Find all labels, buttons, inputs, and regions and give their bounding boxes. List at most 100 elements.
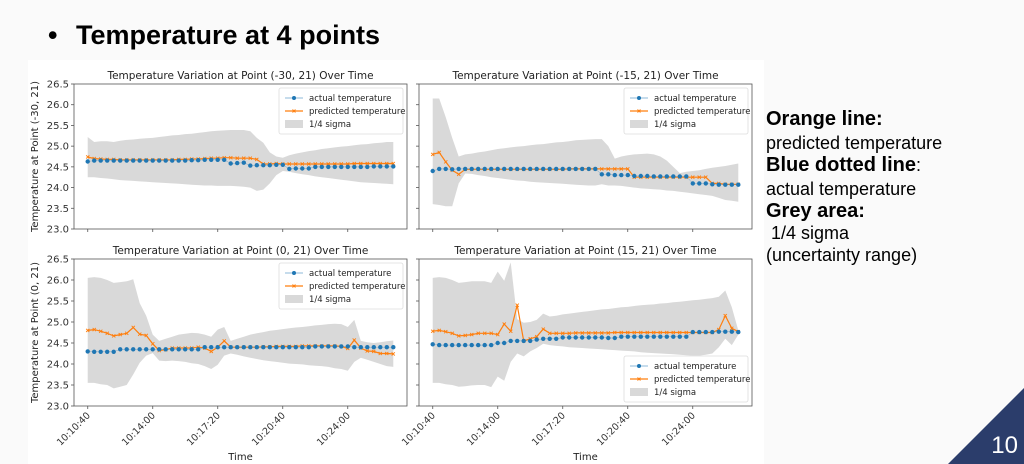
actual-point [144,158,149,163]
actual-point [313,164,318,170]
actual-point [215,345,220,350]
predicted-point [430,152,435,157]
predicted-point [92,327,97,332]
actual-point [541,166,546,172]
predicted-point [85,154,90,159]
actual-point [365,345,370,350]
actual-point [632,334,637,339]
actual-point [463,342,468,348]
y-tick-label: 26.0 [47,276,69,287]
actual-point [612,172,617,178]
legend-sigma-swatch [630,388,648,396]
actual-point [502,166,507,172]
legend-label-sigma: 1/4 sigma [654,120,696,130]
predicted-point [365,161,370,166]
legend-sigma-swatch [285,120,303,128]
chart-panel: Temperature Variation at Point (-30, 21)… [30,70,408,236]
actual-point [482,342,487,348]
predicted-point [430,329,435,334]
actual-point [430,342,435,347]
y-axis-label: Temperature at Point (0, 21) [30,262,41,404]
chart-title: Temperature Variation at Point (0, 21) O… [112,245,369,257]
actual-point [98,158,103,163]
note-heading-grey: Grey area: [766,200,865,222]
x-tick-label: 10:20:40 [595,410,633,448]
actual-point [508,166,513,172]
actual-point [677,174,682,179]
chart-title: Temperature Variation at Point (-30, 21)… [106,70,373,82]
actual-point [345,164,350,170]
actual-point [111,158,116,163]
legend-label-actual: actual temperature [654,362,736,372]
actual-point [625,334,630,339]
x-tick-label: 10:14:00 [465,410,503,448]
actual-point [736,329,741,335]
actual-point [163,158,168,163]
actual-point [92,349,97,354]
legend-predicted-marker [637,109,641,113]
actual-point [723,329,728,334]
actual-point [300,345,305,350]
actual-point [254,345,259,350]
actual-point [326,344,331,349]
predicted-point [625,330,630,335]
legend-actual-marker [292,271,296,275]
actual-point [697,181,702,186]
actual-point [534,337,539,342]
predicted-point [573,331,578,335]
actual-point [515,166,520,172]
actual-point [105,158,110,163]
predicted-point [131,325,136,330]
figure-panel: Temperature Variation at Point (-30, 21)… [28,60,764,464]
x-axis-label: Time [572,452,597,463]
actual-point [391,345,396,350]
predicted-point [293,162,298,166]
actual-point [664,334,669,339]
legend-label-actual: actual temperature [654,94,736,104]
actual-point [612,335,617,341]
legend-sigma-swatch [285,295,303,303]
actual-point [85,159,90,164]
charts-grid: Temperature Variation at Point (-30, 21)… [30,70,753,463]
y-tick-label: 26.0 [47,100,69,111]
actual-point [690,329,695,335]
actual-point [345,344,350,349]
y-tick-label: 26.5 [47,255,69,266]
predicted-point [619,330,624,335]
actual-point [118,347,123,352]
actual-point [560,335,565,340]
legend-box [623,87,749,135]
actual-point [573,166,578,172]
sigma-band [87,130,394,191]
actual-point [437,166,442,172]
plot-frame [73,83,408,230]
legend-actual-marker [292,96,296,100]
actual-point [371,164,376,169]
legend-label-sigma: 1/4 sigma [654,388,696,398]
actual-point [599,335,604,340]
predicted-point [664,330,669,335]
legend-actual-marker [637,96,641,100]
predicted-point [254,157,259,162]
y-tick-label: 24.0 [47,183,69,194]
predicted-point [586,331,591,335]
actual-point [716,182,721,187]
actual-point [254,163,259,168]
predicted-point [580,331,585,335]
actual-point [235,160,240,166]
predicted-point [482,331,487,336]
actual-point [248,163,253,168]
y-tick-label: 26.5 [47,80,69,91]
actual-point [358,164,363,170]
actual-point [137,158,142,163]
predicted-point [489,331,494,336]
predicted-point [645,330,650,335]
note-text-grey: 1/4 sigma [766,223,850,243]
y-axis-label: Temperature at Point (-30, 21) [30,81,41,233]
actual-point [502,340,507,346]
predicted-point [697,175,702,180]
y-tick-label: 23.0 [47,402,69,413]
actual-point [144,347,149,352]
actual-point [391,164,396,169]
actual-point [658,174,663,179]
